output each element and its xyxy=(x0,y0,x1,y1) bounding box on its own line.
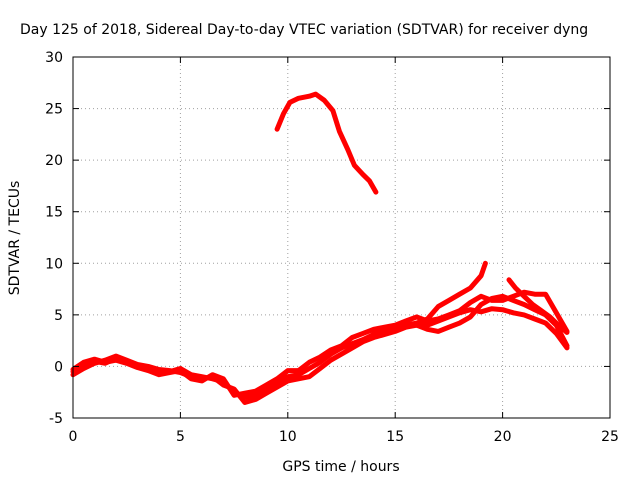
y-tick-label: -5 xyxy=(49,411,63,427)
y-axis-label: SDTVAR / TECUs xyxy=(7,181,23,296)
x-tick-label: 15 xyxy=(386,429,404,445)
chart-title: Day 125 of 2018, Sidereal Day-to-day VTE… xyxy=(20,22,588,38)
series-line-track-6 xyxy=(274,91,379,195)
y-tick-label: 0 xyxy=(54,359,63,375)
y-tick-label: 30 xyxy=(45,50,63,66)
y-tick-label: 5 xyxy=(54,308,63,324)
series-line-track-2 xyxy=(70,293,570,405)
x-tick-label: 5 xyxy=(176,429,185,445)
series-layer xyxy=(70,91,570,405)
grid-layer xyxy=(73,57,610,418)
tick-layer: 0 5 10 15 20 25 -5 0 5 10 15 20 25 30 xyxy=(45,50,619,445)
x-tick-label: 0 xyxy=(69,429,78,445)
series-line-track-4 xyxy=(371,260,488,336)
x-axis-label: GPS time / hours xyxy=(282,459,399,475)
x-tick-label: 25 xyxy=(601,429,619,445)
x-tick-label: 20 xyxy=(494,429,512,445)
y-tick-label: 20 xyxy=(45,153,63,169)
y-tick-label: 25 xyxy=(45,102,63,118)
y-tick-label: 15 xyxy=(45,205,63,221)
series-line-track-5 xyxy=(506,277,570,335)
plot-frame xyxy=(72,56,611,419)
series-line-track-1 xyxy=(70,306,570,400)
y-tick-label: 10 xyxy=(45,256,63,272)
x-tick-label: 10 xyxy=(279,429,297,445)
series-line-track-3 xyxy=(70,289,570,398)
